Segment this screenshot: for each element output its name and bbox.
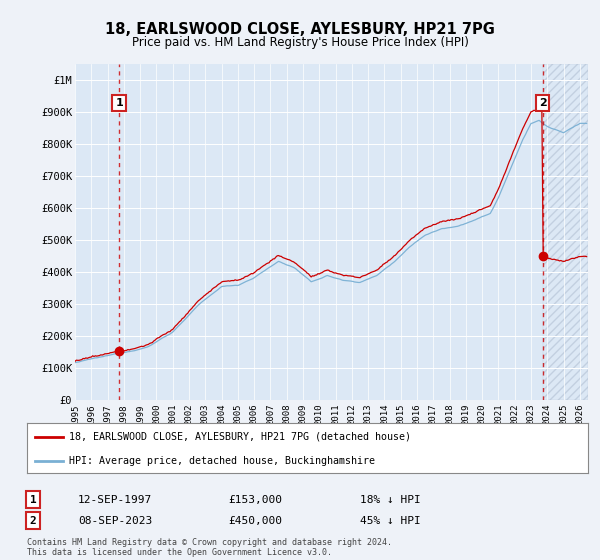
Bar bbox=[544, 64, 588, 400]
Text: 45% ↓ HPI: 45% ↓ HPI bbox=[360, 516, 421, 526]
Text: £153,000: £153,000 bbox=[228, 494, 282, 505]
Text: 18, EARLSWOOD CLOSE, AYLESBURY, HP21 7PG (detached house): 18, EARLSWOOD CLOSE, AYLESBURY, HP21 7PG… bbox=[69, 432, 411, 442]
Text: HPI: Average price, detached house, Buckinghamshire: HPI: Average price, detached house, Buck… bbox=[69, 456, 375, 465]
Text: 2: 2 bbox=[539, 98, 547, 108]
Text: 08-SEP-2023: 08-SEP-2023 bbox=[78, 516, 152, 526]
Text: 18, EARLSWOOD CLOSE, AYLESBURY, HP21 7PG: 18, EARLSWOOD CLOSE, AYLESBURY, HP21 7PG bbox=[105, 22, 495, 38]
Text: 12-SEP-1997: 12-SEP-1997 bbox=[78, 494, 152, 505]
Text: £450,000: £450,000 bbox=[228, 516, 282, 526]
Text: 2: 2 bbox=[29, 516, 37, 526]
Text: 18% ↓ HPI: 18% ↓ HPI bbox=[360, 494, 421, 505]
Text: 1: 1 bbox=[115, 98, 123, 108]
Text: Contains HM Land Registry data © Crown copyright and database right 2024.
This d: Contains HM Land Registry data © Crown c… bbox=[27, 538, 392, 557]
Text: Price paid vs. HM Land Registry's House Price Index (HPI): Price paid vs. HM Land Registry's House … bbox=[131, 36, 469, 49]
Text: 1: 1 bbox=[29, 494, 37, 505]
